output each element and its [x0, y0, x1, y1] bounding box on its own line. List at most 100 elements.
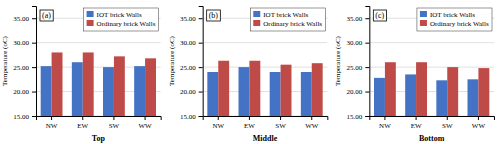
- y-tick: 15.00: [180, 113, 203, 121]
- panel: 15.0020.0025.0030.0035.00NWEWSWWWMiddleT…: [168, 7, 328, 144]
- y-tick: 25.00: [13, 64, 36, 72]
- y-axis: 15.0020.0025.0030.0035.00: [180, 7, 203, 121]
- tick-mark: [365, 116, 369, 117]
- tick-mark: [365, 18, 369, 19]
- tick-label: 15.00: [13, 113, 29, 121]
- tick-label: SW: [109, 122, 120, 130]
- tick-label: WW: [305, 122, 319, 130]
- tick-mark: [32, 116, 36, 117]
- x-axis-title: Middle: [253, 134, 278, 143]
- plot-area: [41, 52, 156, 116]
- tick-label: EW: [411, 122, 422, 130]
- x-axis-title: Top: [92, 134, 106, 143]
- x-tick: WW: [305, 116, 319, 130]
- x-tick: EW: [411, 116, 422, 130]
- tick-label: WW: [138, 122, 152, 130]
- legend-entry: IOT brick Walls: [253, 11, 308, 19]
- annotation: (a): [42, 11, 51, 20]
- x-axis-title: Bottom: [419, 134, 445, 143]
- x-tick: EW: [77, 116, 88, 130]
- tick-mark: [199, 18, 203, 19]
- bar: [385, 62, 396, 116]
- bar: [447, 67, 458, 116]
- tick-mark: [199, 43, 203, 44]
- panel-label: (b): [207, 10, 221, 21]
- tick-label: WW: [472, 122, 486, 130]
- x-axis: NW EW SW WW: [37, 116, 162, 130]
- y-axis: 15.0020.0025.0030.0035.00: [347, 7, 370, 121]
- tick-mark: [311, 116, 312, 120]
- tick-label: 25.00: [347, 64, 363, 72]
- legend-label: Ordinary brick Walls: [97, 20, 156, 28]
- bar-series: [52, 52, 156, 116]
- tick-label: NW: [212, 122, 224, 130]
- plot-area: [207, 61, 322, 116]
- tick-mark: [280, 116, 281, 120]
- bar: [72, 62, 83, 116]
- legend-entry: IOT brick Walls: [87, 11, 142, 19]
- legend-entries: IOT brick WallsOrdinary brick Walls: [253, 11, 322, 28]
- axis-line: [370, 117, 495, 121]
- bar: [478, 68, 489, 116]
- y-tick: 35.00: [347, 15, 370, 23]
- tick-label: NW: [379, 122, 391, 130]
- panel-label: (c): [373, 10, 386, 21]
- bar: [207, 72, 218, 116]
- x-tick: WW: [138, 116, 152, 130]
- axis-line: [32, 7, 37, 117]
- legend-frame: [417, 8, 492, 31]
- tick-label: 25.00: [13, 64, 29, 72]
- tick-label: 30.00: [13, 39, 29, 47]
- annotation-box: [40, 10, 53, 21]
- tick-mark: [32, 92, 36, 93]
- y-tick: 35.00: [180, 15, 203, 23]
- bar: [374, 78, 385, 116]
- bar: [239, 67, 250, 116]
- legend-swatch: [87, 20, 94, 26]
- legend-label: IOT brick Walls: [97, 11, 142, 19]
- tick-label: 25.00: [180, 64, 196, 72]
- bar: [312, 63, 323, 116]
- tick-label: 30.00: [347, 39, 363, 47]
- tick-mark: [82, 116, 83, 120]
- bar-series: [218, 61, 322, 116]
- x-tick: NW: [379, 116, 391, 130]
- legend-entry: IOT brick Walls: [420, 11, 475, 19]
- y-tick: 20.00: [13, 88, 36, 96]
- legend: IOT brick WallsOrdinary brick Walls: [84, 8, 159, 31]
- y-tick: 25.00: [347, 64, 370, 72]
- legend-swatch: [420, 20, 427, 26]
- grid: [203, 18, 328, 116]
- legend-entry: Ordinary brick Walls: [87, 20, 156, 28]
- tick-mark: [365, 43, 369, 44]
- grid: [369, 18, 494, 116]
- legend-label: Ordinary brick Walls: [263, 20, 322, 28]
- legend-swatch: [420, 11, 427, 17]
- plot-area: [374, 62, 489, 116]
- y-tick: 15.00: [347, 113, 370, 121]
- tick-mark: [51, 116, 52, 120]
- legend-entries: IOT brick WallsOrdinary brick Walls: [87, 11, 156, 28]
- tick-label: 35.00: [13, 15, 29, 23]
- tick-mark: [199, 92, 203, 93]
- tick-mark: [218, 116, 219, 120]
- tick-label: 35.00: [180, 15, 196, 23]
- y-axis: 15.00 20.00 25.00 30.00 35.00: [13, 7, 36, 121]
- legend-swatch: [87, 11, 94, 17]
- grid-line: [36, 42, 161, 43]
- tick-mark: [32, 18, 36, 19]
- legend-label: IOT brick Walls: [263, 11, 308, 19]
- annotation-box: [373, 10, 386, 21]
- tick-mark: [365, 67, 369, 68]
- legend-entry: Ordinary brick Walls: [253, 20, 322, 28]
- tick-label: NW: [46, 122, 58, 130]
- x-tick: SW: [275, 116, 286, 130]
- axis-line: [365, 7, 370, 117]
- bar: [134, 66, 145, 116]
- x-tick: WW: [472, 116, 486, 130]
- y-tick: 30.00: [13, 39, 36, 47]
- panel-label: (a): [40, 10, 53, 21]
- legend: IOT brick WallsOrdinary brick Walls: [417, 8, 492, 31]
- y-axis-title: Temperature (oC): [1, 35, 9, 86]
- y-tick: 30.00: [347, 39, 370, 47]
